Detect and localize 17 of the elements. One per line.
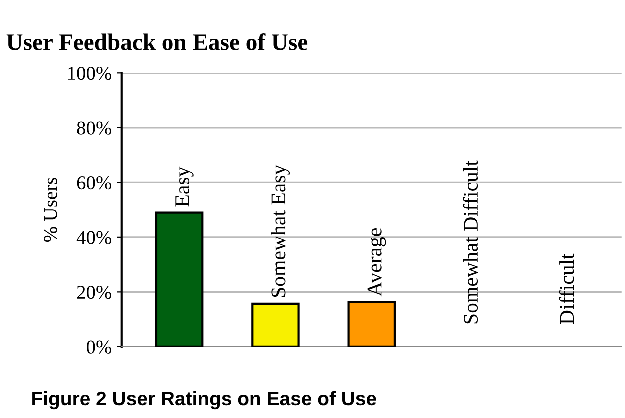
y-tick-label: 0% xyxy=(86,340,112,354)
bar xyxy=(155,212,204,347)
bar xyxy=(252,302,300,347)
x-tick-label: Average xyxy=(368,228,386,297)
y-tick-label: 60% xyxy=(77,176,112,190)
caption: Figure 2 User Ratings on Ease of Use xyxy=(32,391,376,410)
chart-title: User Feedback on Ease of Use xyxy=(6,34,308,50)
y-tick-label: 40% xyxy=(76,231,112,244)
y-tick-label: 80% xyxy=(77,122,112,135)
bar xyxy=(348,301,396,347)
x-tick-label: Somewhat Easy xyxy=(271,164,290,298)
x-tick-label: Difficult xyxy=(559,254,574,324)
y-tick-label: 100% xyxy=(68,66,112,80)
x-tick-label: Easy xyxy=(176,166,194,207)
y-tick-label: 20% xyxy=(77,286,112,300)
x-tick-label: Somewhat Difficult xyxy=(463,160,478,324)
y-axis-title: % Users xyxy=(44,178,58,242)
